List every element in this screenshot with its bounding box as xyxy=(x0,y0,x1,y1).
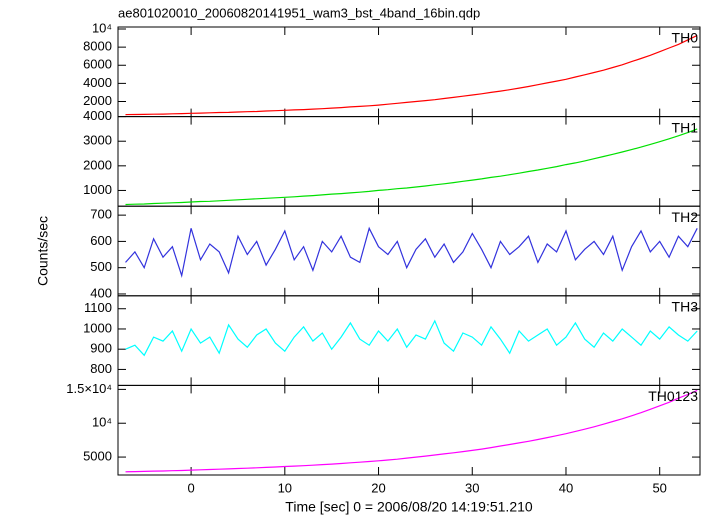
y-tick-label: 400 xyxy=(90,285,112,300)
y-tick-label: 2000 xyxy=(83,93,112,108)
y-tick-label: 1000 xyxy=(83,320,112,335)
panel-label: TH1 xyxy=(672,119,699,135)
y-tick-label: 1000 xyxy=(83,182,112,197)
y-tick-label: 10⁴ xyxy=(92,20,112,35)
panel-frame xyxy=(117,116,701,207)
series-line xyxy=(125,34,698,116)
panel-frame xyxy=(117,26,701,118)
x-tick-label: 0 xyxy=(187,480,194,495)
x-tick-label: 10 xyxy=(278,480,292,495)
y-tick-label: 8000 xyxy=(83,39,112,54)
series-line xyxy=(125,389,698,473)
y-axis-label: Counts/sec xyxy=(35,216,51,286)
y-tick-label: 5000 xyxy=(83,449,112,464)
y-tick-label: 500 xyxy=(90,259,112,274)
y-tick-label: 1100 xyxy=(84,300,112,315)
y-tick-label: 4000 xyxy=(83,75,112,90)
x-tick-label: 40 xyxy=(559,480,573,495)
panel-frame xyxy=(117,384,701,476)
y-tick-label: 10⁴ xyxy=(92,415,112,430)
panel-label: TH2 xyxy=(672,209,699,225)
y-tick-label: 6000 xyxy=(83,57,112,72)
panel-label: TH0123 xyxy=(648,388,698,404)
series-line xyxy=(125,226,698,278)
x-axis-label: Time [sec] 0 = 2006/08/20 14:19:51.210 xyxy=(285,499,533,515)
y-tick-label: 800 xyxy=(90,361,112,376)
y-tick-label: 4000 xyxy=(83,108,112,123)
y-tick-label: 700 xyxy=(90,207,112,222)
y-tick-label: 900 xyxy=(90,341,112,356)
series-line xyxy=(125,128,698,206)
x-tick-label: 30 xyxy=(465,480,479,495)
panel-label: TH3 xyxy=(672,299,699,315)
x-tick-label: 50 xyxy=(652,480,666,495)
y-tick-label: 2000 xyxy=(83,157,112,172)
panel-label: TH0 xyxy=(672,30,699,46)
y-tick-label: 3000 xyxy=(83,133,112,148)
chart-title: ae801020010_20060820141951_wam3_bst_4ban… xyxy=(118,5,480,20)
x-tick-label: 20 xyxy=(371,480,385,495)
y-tick-label: 1.5×10⁴ xyxy=(66,381,112,396)
y-tick-label: 600 xyxy=(90,233,112,248)
series-line xyxy=(125,319,698,357)
